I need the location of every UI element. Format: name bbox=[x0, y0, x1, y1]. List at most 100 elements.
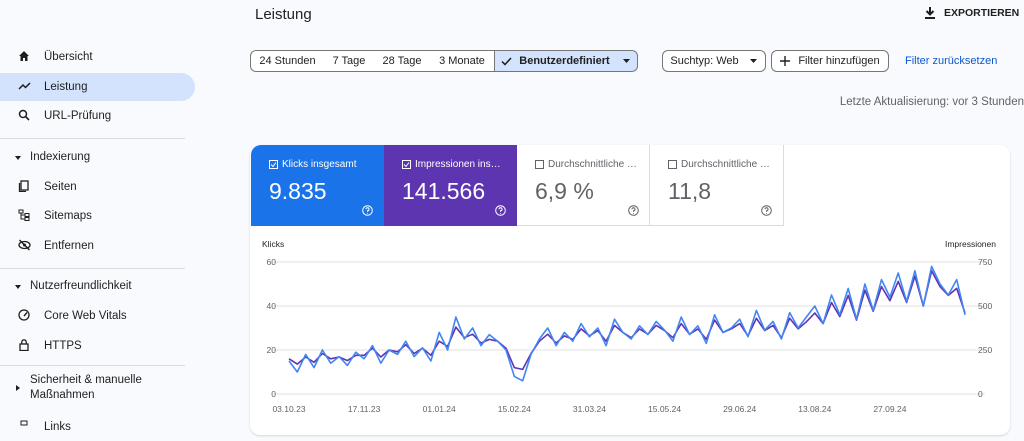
x-tick-label: 29.06.24 bbox=[723, 404, 756, 414]
x-tick-label: 17.11.23 bbox=[348, 404, 381, 414]
nav-label: Seiten bbox=[44, 181, 77, 193]
chip-label: 7 Tage bbox=[332, 55, 366, 67]
chart: Klicks Impressionen 0 20 40 60 0 250 500 750 03.… bbox=[262, 239, 996, 414]
section-label: Sicherheit & manuelle bbox=[30, 374, 142, 386]
x-tick-label: 31.03.24 bbox=[573, 404, 606, 414]
range-chip-selected[interactable]: Benutzerdefiniert bbox=[494, 50, 638, 72]
y-tick-label: 20 bbox=[267, 345, 277, 355]
search-type-chip[interactable]: Suchtyp: Web bbox=[662, 50, 766, 72]
divider bbox=[0, 365, 185, 366]
nav-label: Übersicht bbox=[44, 51, 93, 63]
help-icon bbox=[495, 205, 506, 216]
kpi-label: Impressionen ins… bbox=[415, 159, 501, 170]
checkbox bbox=[535, 160, 544, 169]
kpi-value: 9.835 bbox=[269, 178, 327, 204]
last-updated: Letzte Aktualisierung: vor 3 Stunden bbox=[839, 96, 1024, 108]
range-chip[interactable]: 24 Stunden bbox=[250, 50, 325, 72]
x-tick-label: 03.10.23 bbox=[272, 404, 305, 414]
range-chip[interactable]: 7 Tage bbox=[324, 50, 375, 72]
nav-links[interactable]: Links bbox=[0, 413, 195, 441]
help-icon bbox=[761, 205, 772, 216]
nav-https[interactable]: HTTPS bbox=[0, 332, 195, 360]
nav-url-inspection[interactable]: URL-Prüfung bbox=[0, 102, 195, 130]
kpi-value: 6,9 % bbox=[535, 178, 594, 204]
nav-label: Core Web Vitals bbox=[44, 310, 127, 322]
icon bbox=[19, 51, 29, 61]
add-filter-chip[interactable]: Filter hinzufügen bbox=[771, 50, 889, 72]
nav-label: Entfernen bbox=[44, 240, 94, 252]
export-button[interactable]: EXPORTIEREN bbox=[924, 6, 1019, 19]
section-label: Indexierung bbox=[30, 151, 91, 163]
divider bbox=[0, 138, 185, 139]
y2-axis-title: Impressionen bbox=[945, 239, 996, 249]
icon bbox=[18, 82, 31, 90]
kpi-tile[interactable]: Impressionen ins… 141.566 bbox=[384, 145, 517, 226]
help-icon bbox=[628, 205, 639, 216]
checkbox bbox=[269, 160, 278, 169]
chip-label: 24 Stunden bbox=[259, 55, 316, 67]
icon bbox=[18, 180, 29, 192]
kpi-tile[interactable]: Durchschnittliche … 6,9 % bbox=[517, 145, 650, 226]
section-title[interactable]: Sicherheit & manuelle Maßnahmen bbox=[0, 373, 195, 403]
x-tick-label: 15.05.24 bbox=[648, 404, 681, 414]
x-tick-label: 13.08.24 bbox=[798, 404, 831, 414]
range-chip[interactable]: 28 Tage bbox=[374, 50, 431, 72]
chip-label: 3 Monate bbox=[439, 55, 485, 67]
kpi-label: Durchschnittliche … bbox=[681, 159, 770, 170]
reset-filter-link[interactable]: Filter zurücksetzen bbox=[905, 55, 998, 67]
x-tick-label: 01.01.24 bbox=[423, 404, 456, 414]
chip-label: 28 Tage bbox=[382, 55, 422, 67]
section-label: Nutzerfreundlichkeit bbox=[30, 280, 132, 292]
section-title[interactable]: Indexierung bbox=[0, 151, 195, 163]
export-label: EXPORTIEREN bbox=[944, 6, 1020, 19]
series-line bbox=[288, 265, 966, 382]
icon bbox=[19, 339, 29, 351]
nav-sitemaps[interactable]: Sitemaps bbox=[0, 202, 195, 230]
x-tick-label: 27.09.24 bbox=[873, 404, 906, 414]
y-tick-label: 60 bbox=[267, 257, 277, 267]
chip-label: Filter hinzufügen bbox=[798, 55, 880, 67]
range-chip[interactable]: 3 Monate bbox=[430, 50, 495, 72]
section-title[interactable]: Nutzerfreundlichkeit bbox=[0, 280, 195, 292]
series-line bbox=[288, 270, 966, 371]
icon bbox=[18, 109, 30, 121]
y-tick-label: 40 bbox=[267, 301, 277, 311]
nav-removals[interactable]: Entfernen bbox=[0, 232, 195, 260]
nav-cwv[interactable]: Core Web Vitals bbox=[0, 302, 195, 330]
sidebar: Übersicht Leistung URL-Prüfung Indexieru… bbox=[0, 0, 210, 433]
nav-label: Sitemaps bbox=[44, 210, 92, 222]
kpi-value: 11,8 bbox=[668, 178, 712, 204]
kpi-value: 141.566 bbox=[402, 178, 486, 204]
icon bbox=[18, 209, 30, 221]
y-axis-title: Klicks bbox=[262, 239, 284, 249]
chip-label: Suchtyp: Web bbox=[670, 55, 739, 67]
icon bbox=[16, 385, 20, 391]
kpi-tile[interactable]: Klicks insgesamt 9.835 bbox=[251, 145, 384, 226]
chip-label: Benutzerdefiniert bbox=[519, 55, 610, 67]
nav-performance[interactable]: Leistung bbox=[0, 73, 195, 101]
nav-label: HTTPS bbox=[44, 340, 82, 352]
icon bbox=[622, 59, 630, 63]
icon bbox=[15, 285, 21, 289]
kpi-label: Durchschnittliche … bbox=[548, 159, 637, 170]
section-label: Maßnahmen bbox=[30, 389, 95, 401]
checkbox bbox=[668, 160, 677, 169]
icon bbox=[15, 156, 21, 160]
y2-tick-label: 250 bbox=[978, 345, 992, 355]
nav-label: URL-Prüfung bbox=[44, 110, 112, 122]
icon bbox=[749, 59, 757, 63]
icon bbox=[18, 239, 31, 251]
nav-overview[interactable]: Übersicht bbox=[0, 43, 195, 71]
kpi-tile[interactable]: Durchschnittliche … 11,8 bbox=[650, 145, 784, 226]
help-icon bbox=[362, 205, 373, 216]
icon bbox=[20, 420, 28, 426]
kpi-label: Klicks insgesamt bbox=[282, 159, 357, 170]
checkbox bbox=[402, 160, 411, 169]
nav-label: Leistung bbox=[44, 81, 88, 93]
nav-label: Links bbox=[44, 421, 71, 433]
icon bbox=[925, 7, 935, 19]
divider bbox=[0, 268, 185, 269]
y2-tick-label: 750 bbox=[978, 257, 992, 267]
nav-pages[interactable]: Seiten bbox=[0, 173, 195, 201]
